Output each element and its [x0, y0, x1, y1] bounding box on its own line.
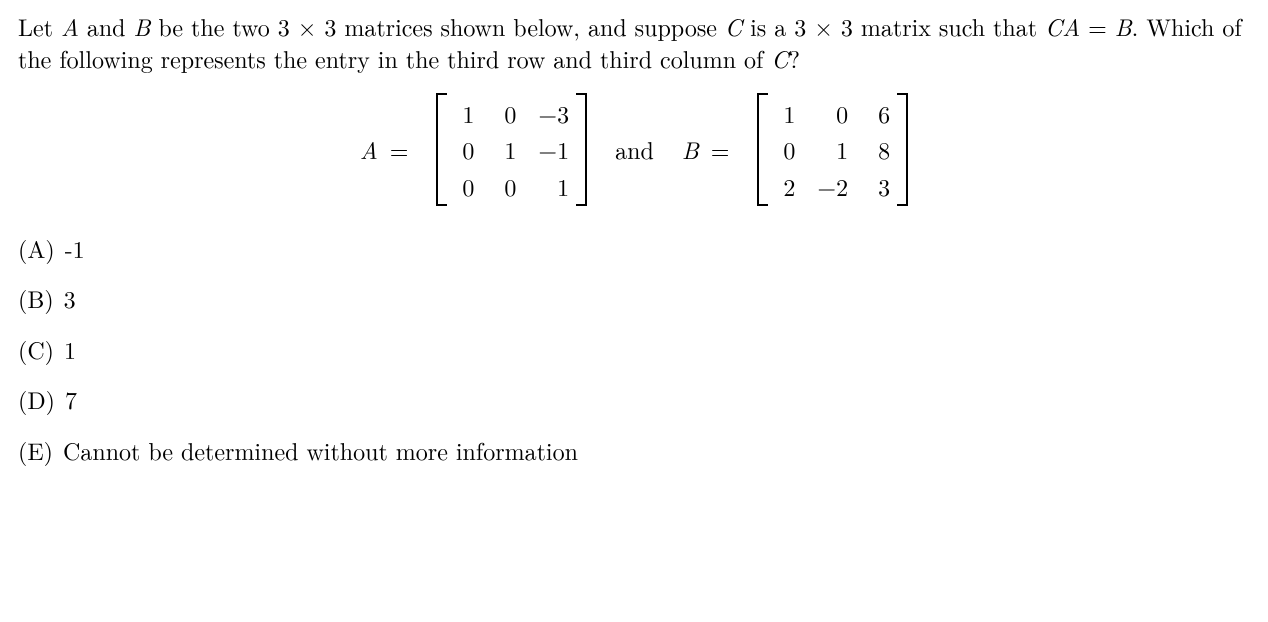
- matrix-b-cell: 2: [775, 170, 795, 202]
- matrix-b-cell: 0: [817, 97, 848, 129]
- matrix-a-label: A =: [360, 133, 409, 165]
- question-prompt: Let A and B be the two 3 × 3 matrices sh…: [18, 10, 1250, 75]
- matrix-a-cell: −3: [538, 97, 569, 129]
- and-text: and: [615, 133, 654, 165]
- bracket-right: [898, 93, 908, 206]
- choice-text: -1: [65, 232, 85, 264]
- answer-choices: (A) -1 (B) 3 (C) 1 (D) 7 (E) Cannot be d…: [18, 232, 1250, 466]
- choice-e: (E) Cannot be determined without more in…: [18, 434, 1250, 466]
- bracket-left: [757, 93, 767, 206]
- matrix-a-cell: −1: [538, 133, 569, 165]
- choice-b: (B) 3: [18, 282, 1250, 314]
- matrices-display: A = 1 0 −3 0 1 −1 0 0 1 and B = 1 0 6 0 …: [18, 93, 1250, 206]
- choice-label: (E): [18, 434, 53, 466]
- choice-label: (A): [18, 232, 55, 264]
- matrix-b-cell: 8: [870, 133, 890, 165]
- choice-text: Cannot be determined without more inform…: [63, 434, 578, 466]
- matrix-b-cell: 3: [870, 170, 890, 202]
- matrix-b-cell: 0: [775, 133, 795, 165]
- matrix-a: 1 0 −3 0 1 −1 0 0 1: [436, 93, 587, 206]
- choice-label: (C): [18, 333, 54, 365]
- matrix-a-cell: 0: [454, 170, 474, 202]
- matrix-a-cell: 0: [496, 170, 516, 202]
- matrix-a-cell: 0: [454, 133, 474, 165]
- matrix-b-cell: 1: [817, 133, 848, 165]
- bracket-right: [577, 93, 587, 206]
- matrix-a-cell: 0: [496, 97, 516, 129]
- choice-label: (B): [18, 282, 54, 314]
- matrix-b-cell: 6: [870, 97, 890, 129]
- choice-text: 3: [64, 282, 76, 314]
- matrix-b-cell: −2: [817, 170, 848, 202]
- matrix-a-cell: 1: [496, 133, 516, 165]
- choice-text: 1: [64, 333, 76, 365]
- choice-c: (C) 1: [18, 333, 1250, 365]
- prompt-text: Let A and B be the two 3 × 3 matrices sh…: [18, 9, 1242, 75]
- choice-label: (D): [18, 383, 55, 415]
- matrix-b-cell: 1: [775, 97, 795, 129]
- bracket-left: [436, 93, 446, 206]
- matrix-b: 1 0 6 0 1 8 2 −2 3: [757, 93, 908, 206]
- matrix-a-cell: 1: [454, 97, 474, 129]
- choice-a: (A) -1: [18, 232, 1250, 264]
- choice-text: 7: [65, 383, 77, 415]
- matrix-b-label: B =: [682, 133, 730, 165]
- choice-d: (D) 7: [18, 383, 1250, 415]
- matrix-a-cell: 1: [538, 170, 569, 202]
